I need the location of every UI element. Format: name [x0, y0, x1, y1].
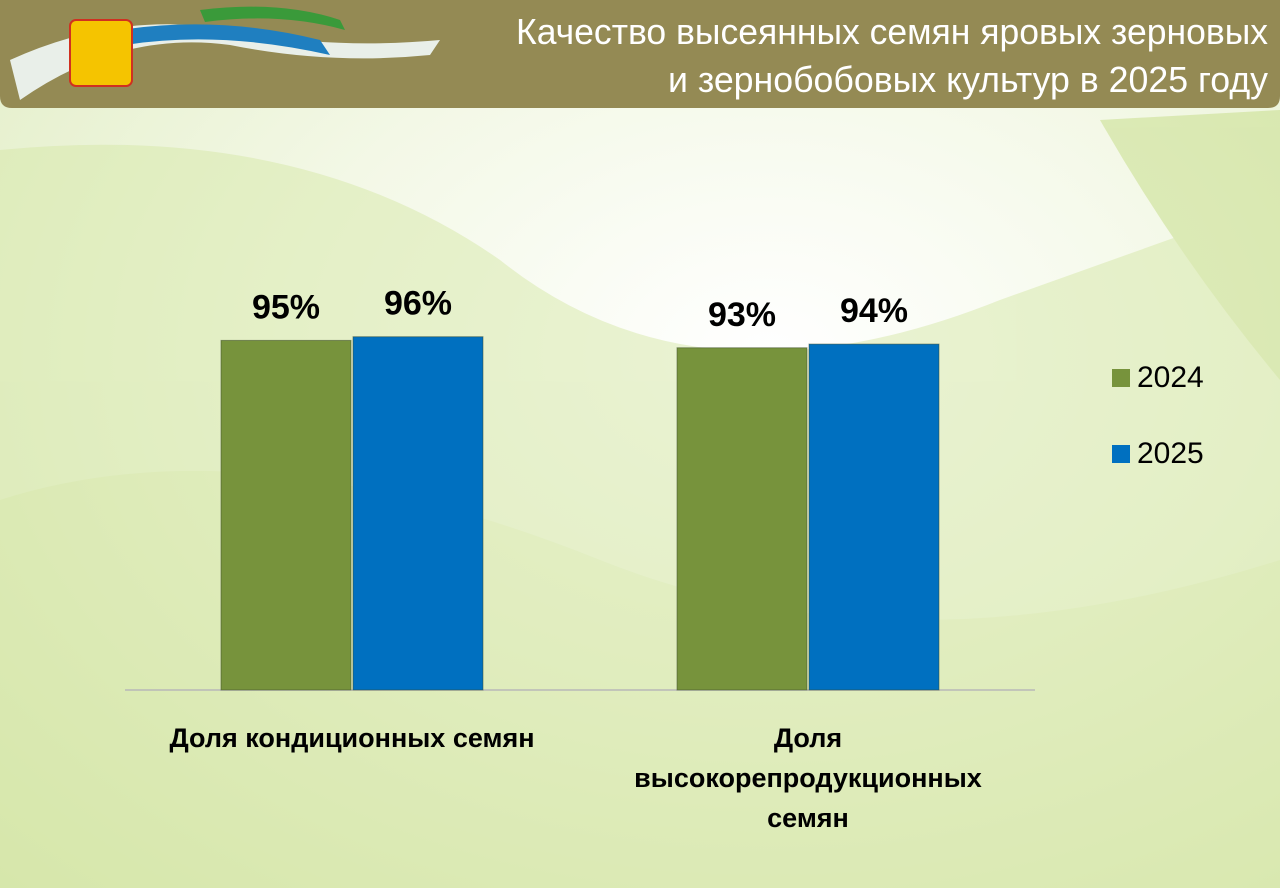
data-label: 95%: [252, 288, 320, 326]
data-label: 93%: [708, 296, 776, 334]
coat-of-arms: [69, 19, 133, 87]
flag-ribbon-green: [200, 6, 345, 31]
legend-label: 2025: [1137, 437, 1204, 470]
legend-label: 2024: [1137, 361, 1204, 394]
bar: [220, 339, 352, 691]
x-tick-label: Доля высокорепродукционных семян: [634, 723, 982, 833]
chart-title: Качество высеянных семян яровых зерновых: [516, 11, 1268, 52]
chart-title: и зернобобовых культур в 2025 году: [668, 59, 1268, 100]
header-bar: [0, 0, 1280, 108]
data-label: 94%: [840, 292, 908, 330]
flag-ribbon-blue: [120, 24, 330, 55]
data-label: 96%: [384, 285, 452, 323]
legend-swatch: [1112, 445, 1130, 463]
x-tick-label: Доля кондиционных семян: [169, 723, 535, 753]
bar: [676, 347, 808, 691]
bar: [352, 336, 484, 691]
bar: [808, 343, 940, 691]
legend-swatch: [1112, 369, 1130, 387]
